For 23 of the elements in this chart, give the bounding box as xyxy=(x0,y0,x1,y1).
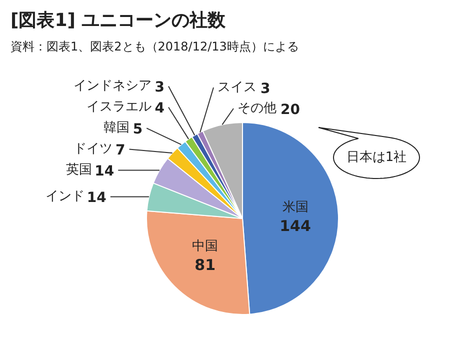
data-label: 14 xyxy=(94,164,114,180)
text: 日本は1社 xyxy=(346,150,407,165)
slice-label: ドイツ xyxy=(73,142,112,157)
data-label: 20 xyxy=(280,102,300,118)
data-label: 3 xyxy=(260,81,270,97)
chart-subtitle: 資料：図表1、図表2とも（2018/12/13時点）による xyxy=(10,40,299,54)
slice-label: 中国 xyxy=(192,239,218,254)
slice-label: 米国 xyxy=(282,200,308,216)
data-label: 5 xyxy=(132,122,143,138)
slice-label: インドネシア xyxy=(74,78,152,94)
slice-label: インド xyxy=(45,189,84,204)
data-label: 144 xyxy=(280,217,311,236)
data-label: 14 xyxy=(86,190,107,206)
slice-label: スイス xyxy=(218,80,256,95)
data-label: 3 xyxy=(154,80,165,96)
chart-title: [図表1] ユニコーンの社数 xyxy=(10,10,227,31)
data-label: 81 xyxy=(194,256,216,274)
slice-label: イスラエル xyxy=(86,100,152,115)
slice-label: 英国 xyxy=(66,162,92,178)
slice-label: 韓国 xyxy=(104,120,130,136)
data-label: 7 xyxy=(116,142,126,159)
data-label: 4 xyxy=(154,100,165,117)
slice-label: その他 xyxy=(238,101,276,116)
